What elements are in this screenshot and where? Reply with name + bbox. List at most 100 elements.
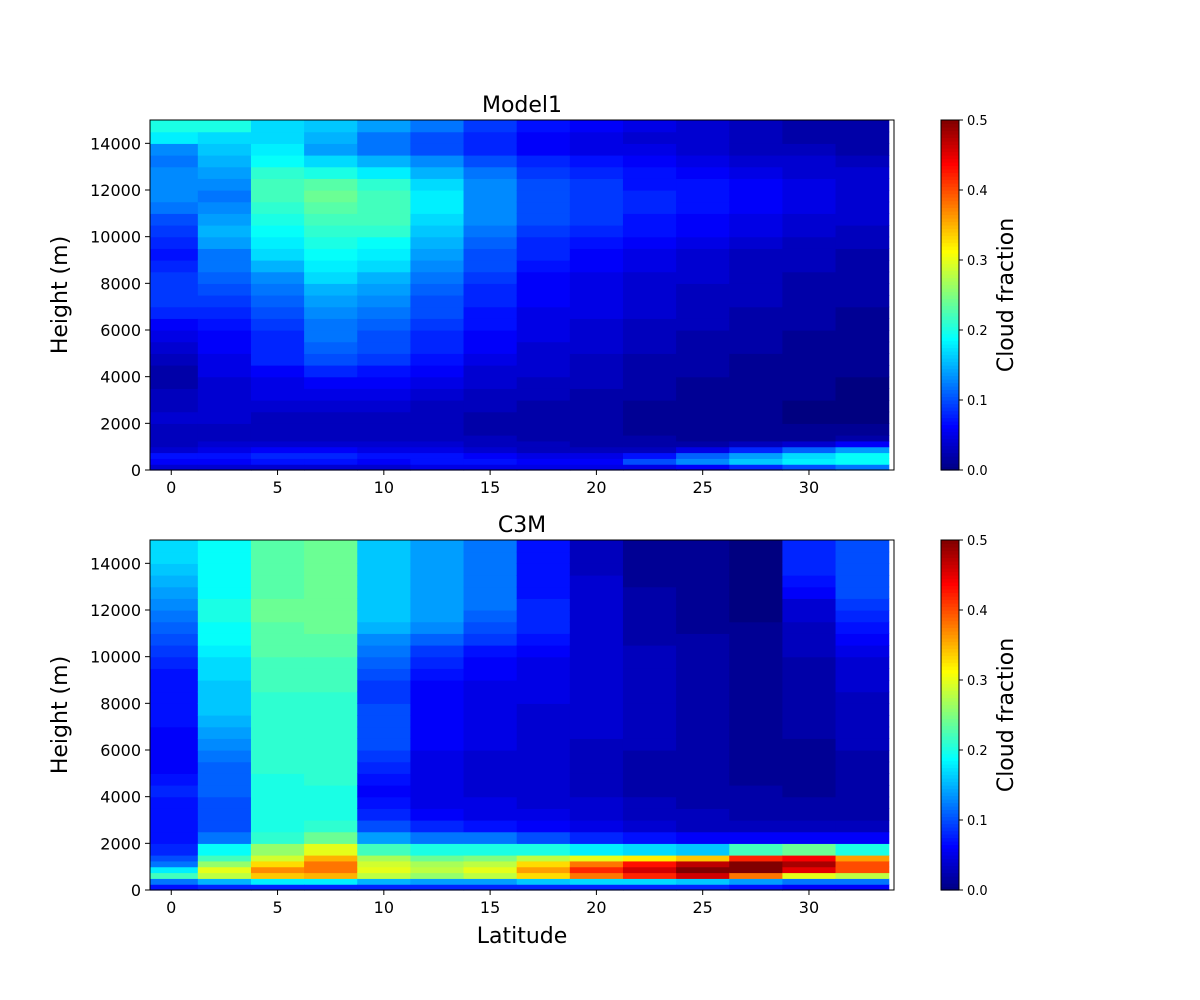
heatmap-cell bbox=[357, 388, 411, 401]
heatmap-cell bbox=[197, 540, 252, 553]
heatmap-cell bbox=[835, 855, 890, 862]
heatmap-cell bbox=[835, 866, 890, 874]
heatmap-cell bbox=[410, 656, 465, 669]
heatmap-cell bbox=[569, 808, 624, 821]
colorbar-segment bbox=[941, 211, 959, 216]
heatmap-cell bbox=[569, 295, 624, 308]
heatmap-cell bbox=[676, 808, 730, 821]
heatmap-cell bbox=[622, 761, 677, 774]
heatmap-cell bbox=[782, 318, 837, 331]
heatmap-cell bbox=[197, 330, 252, 343]
x-tick-label: 5 bbox=[272, 898, 282, 917]
heatmap-cell bbox=[622, 400, 677, 413]
colorbar-segment bbox=[941, 589, 959, 594]
colorbar-segment bbox=[941, 123, 959, 128]
heatmap-cell bbox=[569, 750, 624, 763]
heatmap-cell bbox=[357, 283, 411, 296]
heatmap-cell bbox=[569, 458, 624, 465]
heatmap-cell bbox=[150, 440, 199, 448]
heatmap-cell bbox=[516, 411, 571, 424]
heatmap-cell bbox=[250, 131, 305, 144]
heatmap-cell bbox=[729, 271, 783, 284]
heatmap-cell bbox=[463, 575, 518, 588]
colorbar-segment bbox=[941, 704, 959, 709]
heatmap-cell bbox=[250, 633, 305, 646]
heatmap-cell bbox=[676, 131, 730, 144]
heatmap-cell bbox=[463, 598, 518, 611]
colorbar-segment bbox=[941, 403, 959, 408]
colorbar-segment bbox=[941, 613, 959, 618]
heatmap-cell bbox=[516, 621, 571, 634]
plot-frame-c3m bbox=[149, 539, 895, 891]
x-axis-model1: 0 5 10 15 20 25 30 bbox=[166, 470, 819, 497]
heatmap-cell bbox=[622, 855, 677, 862]
heatmap-cell bbox=[676, 761, 730, 774]
colorbar-segment bbox=[941, 774, 959, 779]
heatmap-cell bbox=[516, 341, 571, 354]
heatmap-cell bbox=[463, 295, 518, 308]
heatmap-cell bbox=[357, 365, 411, 378]
heatmap-cell bbox=[357, 225, 411, 238]
heatmap-cell bbox=[835, 843, 890, 856]
heatmap-cell bbox=[835, 551, 890, 564]
heatmap-cell bbox=[516, 860, 571, 868]
colorbar-segment bbox=[941, 596, 959, 601]
colorbar-segment bbox=[941, 323, 959, 328]
colorbar-segment bbox=[941, 365, 959, 370]
heatmap-cell bbox=[782, 785, 837, 798]
heatmap-cell bbox=[835, 785, 890, 798]
heatmap-cell bbox=[622, 271, 677, 284]
heatmap-cell bbox=[357, 131, 411, 144]
heatmap-cell bbox=[197, 120, 252, 133]
heatmap-cell bbox=[835, 440, 890, 448]
heatmap-cell bbox=[357, 726, 411, 739]
heatmap-cell bbox=[197, 860, 252, 868]
heatmap-cell bbox=[569, 201, 624, 214]
colorbar-segment bbox=[941, 183, 959, 188]
heatmap-cell bbox=[622, 423, 677, 436]
colorbar-segment bbox=[941, 176, 959, 181]
heatmap-cell bbox=[250, 820, 305, 833]
colorbar-segment bbox=[941, 540, 959, 545]
heatmap-cell bbox=[569, 423, 624, 436]
heatmap-cell bbox=[729, 166, 783, 179]
colorbar-segment bbox=[941, 620, 959, 625]
heatmap-cell bbox=[357, 190, 411, 203]
heatmap-cell bbox=[622, 365, 677, 378]
heatmap-cell bbox=[410, 866, 465, 874]
heatmap-cell bbox=[357, 213, 411, 226]
heatmap-cell bbox=[835, 452, 890, 459]
heatmap-cell bbox=[410, 213, 465, 226]
heatmap-cell bbox=[250, 645, 305, 658]
colorbar-segment bbox=[941, 655, 959, 660]
colorbar-segment bbox=[941, 242, 959, 247]
heatmap-cell bbox=[197, 458, 252, 465]
heatmap-cell bbox=[676, 260, 730, 273]
heatmap-cell bbox=[622, 166, 677, 179]
heatmap-cell bbox=[676, 201, 730, 214]
colorbar-segment bbox=[941, 834, 959, 839]
heatmap-cell bbox=[729, 452, 783, 459]
colorbar-tick-label: 0.4 bbox=[967, 184, 988, 199]
heatmap-cell bbox=[569, 872, 624, 879]
colorbar-segment bbox=[941, 351, 959, 356]
heatmap-cell bbox=[357, 808, 411, 821]
heatmap-cell bbox=[782, 213, 837, 226]
heatmap-cell bbox=[516, 248, 571, 261]
heatmap-cell bbox=[676, 464, 730, 471]
heatmap-cell bbox=[197, 376, 252, 389]
colorbar-segment bbox=[941, 414, 959, 419]
heatmap-cell bbox=[782, 271, 837, 284]
heatmap-cell bbox=[150, 761, 199, 774]
y-tick-label: 0 bbox=[131, 461, 141, 480]
heatmap-cell bbox=[622, 260, 677, 273]
heatmap-cell bbox=[516, 178, 571, 191]
heatmap-cell bbox=[150, 796, 199, 809]
heatmap-cell bbox=[197, 411, 252, 424]
heatmap-cell bbox=[622, 540, 677, 553]
heatmap-cell bbox=[197, 878, 252, 885]
heatmap-cell bbox=[676, 236, 730, 249]
heatmap-cell bbox=[463, 563, 518, 576]
colorbar-segment bbox=[941, 221, 959, 226]
heatmap-cell bbox=[782, 131, 837, 144]
